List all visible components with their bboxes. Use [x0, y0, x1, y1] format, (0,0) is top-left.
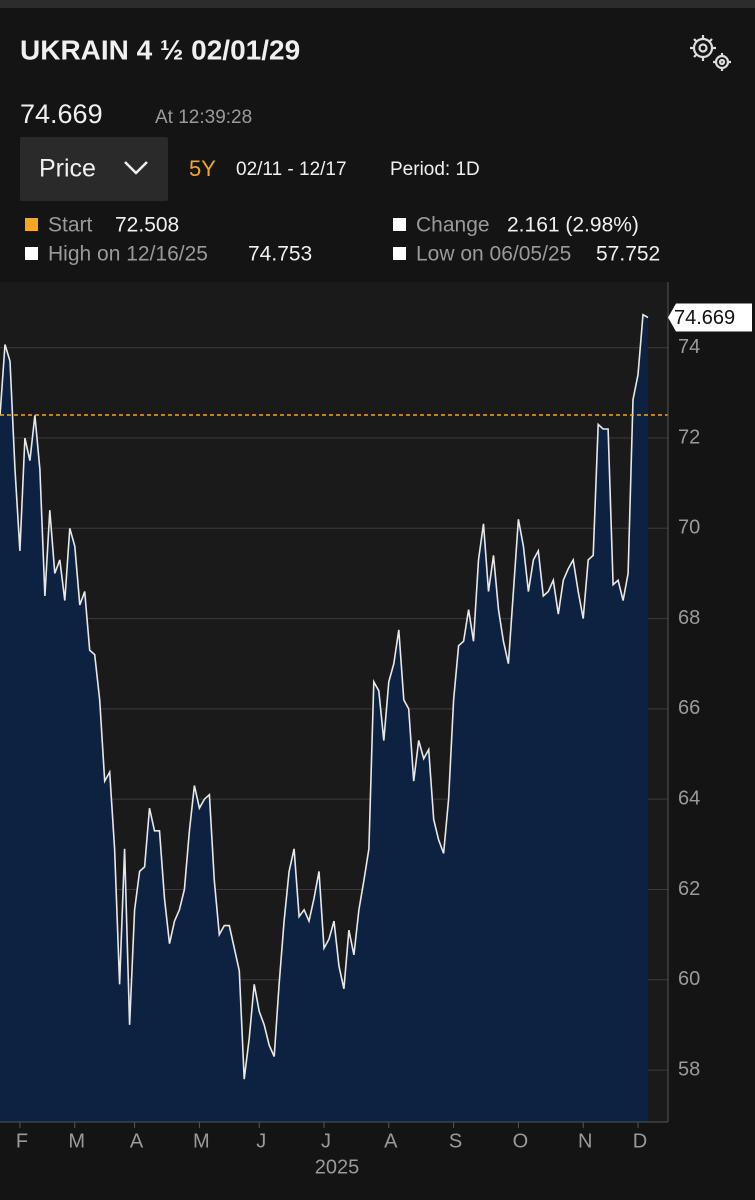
legend-square: [25, 218, 38, 231]
y-tick-label: 74: [678, 336, 700, 358]
dropdown-label: Price: [39, 155, 96, 183]
x-axis-label: 2025: [315, 1156, 360, 1178]
title: UKRAIN 4 ½ 02/01/29: [20, 34, 300, 65]
stat-label: High on 12/16/25: [48, 243, 208, 266]
y-tick-label: 60: [678, 968, 700, 990]
x-tick-label: A: [130, 1130, 144, 1152]
line: [0, 313, 649, 1080]
x-tick-label: D: [633, 1130, 647, 1152]
settings-icon[interactable]: [690, 35, 731, 71]
y-tick-label: 66: [678, 697, 700, 719]
area: [0, 314, 648, 1122]
stat-label: Change: [416, 214, 490, 237]
stat-value: 2.161 (2.98%): [507, 214, 639, 237]
last-value-tag: [668, 303, 752, 332]
y-tick-label: 70: [678, 517, 700, 539]
last-value-label: 74.669: [674, 307, 735, 329]
x-tick-label: S: [449, 1130, 462, 1152]
y-tick-label: 72: [678, 426, 700, 448]
y-tick-label: 62: [678, 878, 700, 900]
dropdown-box: [20, 137, 168, 201]
legend-square: [393, 218, 406, 231]
x-tick-label: A: [384, 1130, 398, 1152]
stat-label: Low on 06/05/25: [416, 243, 571, 266]
period: Period: 1D: [390, 159, 480, 180]
x-tick-label: J: [256, 1130, 266, 1152]
legend-square: [25, 247, 38, 260]
x-tick-label: F: [16, 1130, 28, 1152]
x-tick-label: M: [193, 1130, 210, 1152]
x-tick-label: O: [513, 1130, 529, 1152]
chevron: [124, 161, 148, 175]
stat-value: 57.752: [596, 243, 660, 266]
range-button[interactable]: 5Y: [189, 156, 216, 181]
y-tick-label: 58: [678, 1058, 700, 1080]
x-tick-label: M: [68, 1130, 85, 1152]
stat-value: 74.753: [248, 243, 312, 266]
price: 74.669: [20, 99, 103, 129]
x-tick-label: N: [578, 1130, 592, 1152]
legend-square: [393, 247, 406, 260]
x-tick-label: J: [321, 1130, 331, 1152]
timestamp: At 12:39:28: [155, 107, 252, 128]
y-tick-label: 68: [678, 607, 700, 629]
price-dropdown[interactable]: Price: [20, 137, 168, 201]
y-tick-label: 64: [678, 787, 700, 809]
stat-label: Start: [48, 214, 93, 237]
stat-value: 72.508: [115, 214, 179, 237]
top-strip: [0, 0, 755, 8]
date-range: 02/11 - 12/17: [236, 159, 347, 180]
